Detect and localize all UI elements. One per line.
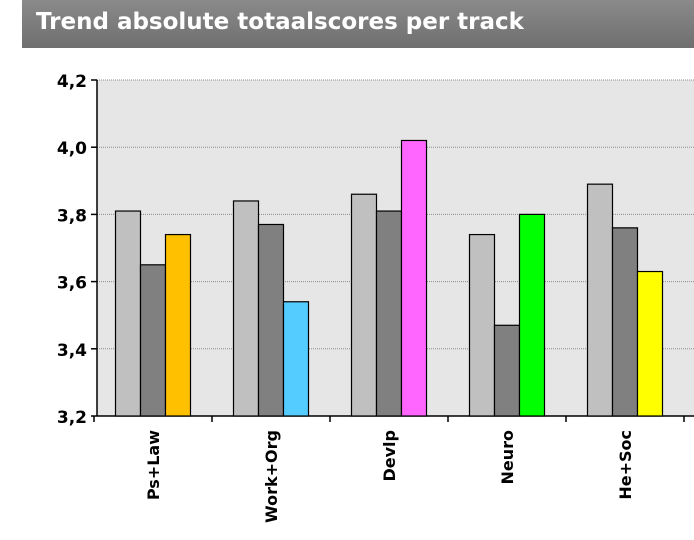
y-tick-label: 3,8 xyxy=(57,206,87,226)
bar xyxy=(164,233,192,417)
bar xyxy=(282,301,310,417)
y-tick-label: 4,0 xyxy=(57,139,87,159)
chart-title: Trend absolute totaalscores per track xyxy=(36,9,524,35)
bar xyxy=(636,270,664,417)
bar xyxy=(139,264,167,417)
x-tick-label: Neuro xyxy=(498,430,517,485)
bar xyxy=(586,183,614,417)
bar xyxy=(375,210,403,417)
bar xyxy=(468,233,496,417)
x-tick-label: Ps+Law xyxy=(144,430,163,500)
x-tick-label: Devlp xyxy=(380,430,399,482)
bar xyxy=(350,193,378,417)
x-tick-label: Work+Org xyxy=(262,430,281,523)
bar xyxy=(400,139,428,417)
bar xyxy=(493,324,521,417)
y-tick-label: 3,4 xyxy=(57,341,87,361)
y-tick-label: 3,6 xyxy=(57,274,87,294)
bar xyxy=(114,210,142,417)
title-bar: Trend absolute totaalscores per track xyxy=(22,0,694,48)
bar xyxy=(257,223,285,417)
y-tick-label: 4,2 xyxy=(57,72,87,92)
bar xyxy=(232,200,260,417)
y-tick-label: 3,2 xyxy=(57,408,87,428)
bar xyxy=(611,227,639,417)
x-tick-label: He+Soc xyxy=(616,430,635,500)
bar-chart: 3,2 3,4 3,6 3,8 4,0 4,2 Ps+Law Work+Org Devlp Neu… xyxy=(57,72,694,523)
bar xyxy=(518,213,546,417)
